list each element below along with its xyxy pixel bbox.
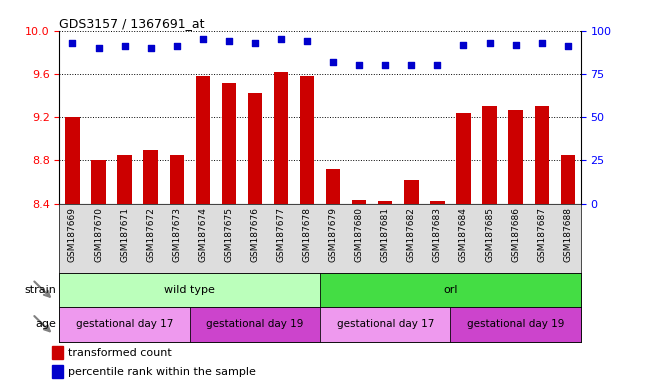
- Text: gestational day 19: gestational day 19: [206, 319, 304, 329]
- Text: GSM187678: GSM187678: [302, 207, 312, 262]
- Bar: [170, 155, 184, 204]
- Text: GSM187673: GSM187673: [172, 207, 182, 262]
- Point: [119, 43, 130, 49]
- Bar: [51, 346, 63, 359]
- Text: wild type: wild type: [164, 285, 215, 295]
- Bar: [195, 76, 210, 204]
- Text: GSM187671: GSM187671: [120, 207, 129, 262]
- Bar: [248, 93, 262, 204]
- Bar: [352, 200, 366, 204]
- Text: percentile rank within the sample: percentile rank within the sample: [67, 367, 255, 377]
- Text: GSM187672: GSM187672: [146, 207, 155, 262]
- Bar: [59, 273, 320, 307]
- Bar: [274, 72, 288, 204]
- Point: [537, 40, 547, 46]
- Text: GSM187674: GSM187674: [198, 207, 207, 262]
- Point: [406, 62, 416, 68]
- Text: GSM187675: GSM187675: [224, 207, 234, 262]
- Point: [380, 62, 391, 68]
- Bar: [456, 113, 471, 204]
- Bar: [326, 169, 341, 204]
- Bar: [91, 160, 106, 204]
- Text: GSM187681: GSM187681: [381, 207, 390, 262]
- Point: [172, 43, 182, 49]
- Point: [484, 40, 495, 46]
- Text: GDS3157 / 1367691_at: GDS3157 / 1367691_at: [59, 17, 205, 30]
- Text: GSM187677: GSM187677: [277, 207, 286, 262]
- Text: GSM187684: GSM187684: [459, 207, 468, 262]
- Text: gestational day 17: gestational day 17: [76, 319, 174, 329]
- Bar: [59, 307, 190, 342]
- Bar: [143, 149, 158, 204]
- Text: GSM187687: GSM187687: [537, 207, 546, 262]
- Text: GSM187676: GSM187676: [250, 207, 259, 262]
- Point: [67, 40, 78, 46]
- Text: transformed count: transformed count: [67, 348, 172, 358]
- Text: orl: orl: [444, 285, 457, 295]
- Text: age: age: [35, 319, 56, 329]
- Point: [510, 41, 521, 48]
- Bar: [535, 106, 549, 204]
- Bar: [378, 201, 393, 204]
- Bar: [508, 109, 523, 204]
- Point: [432, 62, 443, 68]
- Text: GSM187688: GSM187688: [563, 207, 572, 262]
- Bar: [65, 117, 80, 204]
- Bar: [222, 83, 236, 204]
- Text: GSM187682: GSM187682: [407, 207, 416, 262]
- Point: [249, 40, 260, 46]
- Bar: [117, 155, 132, 204]
- Bar: [320, 307, 451, 342]
- Text: GSM187686: GSM187686: [511, 207, 520, 262]
- Point: [276, 36, 286, 42]
- Point: [328, 59, 339, 65]
- Point: [562, 43, 573, 49]
- Text: gestational day 19: gestational day 19: [467, 319, 564, 329]
- Bar: [450, 307, 581, 342]
- Text: GSM187683: GSM187683: [433, 207, 442, 262]
- Bar: [560, 155, 575, 204]
- Point: [354, 62, 364, 68]
- Point: [93, 45, 104, 51]
- Point: [302, 38, 312, 44]
- Point: [458, 41, 469, 48]
- Text: GSM187679: GSM187679: [329, 207, 338, 262]
- Bar: [320, 273, 581, 307]
- Bar: [300, 76, 314, 204]
- Bar: [404, 180, 418, 204]
- Bar: [51, 365, 63, 378]
- Bar: [430, 201, 445, 204]
- Point: [145, 45, 156, 51]
- Text: GSM187685: GSM187685: [485, 207, 494, 262]
- Bar: [190, 307, 320, 342]
- Point: [197, 36, 208, 42]
- Point: [224, 38, 234, 44]
- Text: GSM187680: GSM187680: [354, 207, 364, 262]
- Text: strain: strain: [24, 285, 56, 295]
- Text: gestational day 17: gestational day 17: [337, 319, 434, 329]
- Text: GSM187670: GSM187670: [94, 207, 103, 262]
- Text: GSM187669: GSM187669: [68, 207, 77, 262]
- Bar: [482, 106, 497, 204]
